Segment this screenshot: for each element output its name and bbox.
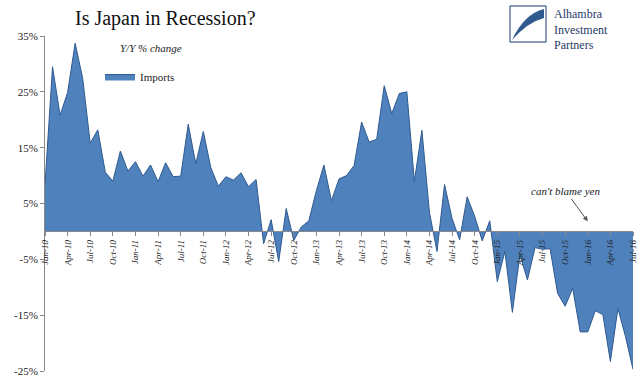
svg-text:35%: 35%	[18, 30, 38, 42]
svg-text:Imports: Imports	[140, 71, 174, 83]
svg-text:-5%: -5%	[19, 253, 37, 265]
svg-text:AlhambraInvestmentPartners: AlhambraInvestmentPartners	[554, 7, 608, 52]
svg-text:Jul-16: Jul-16	[628, 240, 638, 263]
svg-text:Jul-14: Jul-14	[447, 240, 457, 263]
svg-text:15%: 15%	[18, 142, 38, 154]
svg-text:Oct-12: Oct-12	[289, 240, 299, 265]
svg-text:Jan-11: Jan-11	[130, 240, 140, 264]
svg-text:Oct-13: Oct-13	[379, 240, 389, 265]
svg-text:Apr-10: Apr-10	[63, 240, 73, 267]
svg-text:Jul-12: Jul-12	[266, 240, 276, 263]
svg-text:Oct-10: Oct-10	[108, 240, 118, 265]
svg-text:Oct-11: Oct-11	[198, 240, 208, 264]
svg-text:Is Japan in Recession?: Is Japan in Recession?	[75, 7, 256, 30]
svg-text:Jan-15: Jan-15	[492, 240, 502, 265]
svg-text:Apr-13: Apr-13	[334, 240, 344, 267]
svg-text:Y/Y % change: Y/Y % change	[120, 42, 182, 54]
svg-text:Jan-12: Jan-12	[221, 240, 231, 265]
svg-text:Apr-16: Apr-16	[605, 240, 615, 267]
svg-text:Jan-16: Jan-16	[583, 240, 593, 265]
svg-text:Jul-10: Jul-10	[85, 240, 95, 263]
svg-text:Apr-12: Apr-12	[243, 240, 253, 267]
svg-text:Jul-11: Jul-11	[176, 240, 186, 262]
svg-text:-25%: -25%	[14, 365, 38, 377]
svg-text:Jan-13: Jan-13	[311, 240, 321, 265]
svg-text:25%: 25%	[18, 86, 38, 98]
svg-text:Jul-13: Jul-13	[357, 240, 367, 263]
svg-text:5%: 5%	[23, 197, 38, 209]
svg-text:Jul-15: Jul-15	[537, 240, 547, 263]
svg-text:Apr-15: Apr-15	[515, 240, 525, 267]
svg-text:Jan-10: Jan-10	[40, 240, 50, 265]
svg-text:Apr-14: Apr-14	[424, 240, 434, 267]
svg-text:Jan-14: Jan-14	[402, 240, 412, 265]
svg-text:-15%: -15%	[14, 309, 38, 321]
svg-text:Oct-15: Oct-15	[560, 240, 570, 265]
svg-text:Apr-11: Apr-11	[153, 240, 163, 266]
svg-text:Oct-14: Oct-14	[470, 240, 480, 265]
svg-text:can't blame yen: can't blame yen	[531, 185, 600, 197]
